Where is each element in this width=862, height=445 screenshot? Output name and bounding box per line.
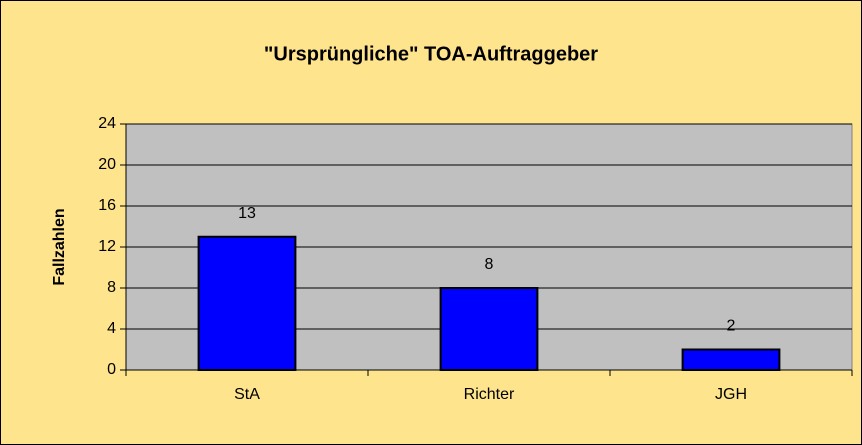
y-tick-label: 16 bbox=[98, 197, 116, 214]
y-tick-label: 24 bbox=[98, 115, 116, 132]
x-tick-label: StA bbox=[234, 386, 260, 403]
y-tick-label: 0 bbox=[107, 361, 116, 378]
y-tick-label: 8 bbox=[107, 279, 116, 296]
bar bbox=[439, 287, 539, 371]
data-label: 2 bbox=[727, 318, 736, 335]
y-tick-label: 4 bbox=[107, 320, 116, 337]
x-tick-label: JGH bbox=[715, 386, 747, 403]
y-tick-label: 20 bbox=[98, 156, 116, 173]
bar bbox=[681, 348, 781, 371]
x-tick-label: Richter bbox=[464, 386, 515, 403]
chart-title: "Ursprüngliche" TOA-Auftraggeber bbox=[264, 43, 598, 65]
bar bbox=[197, 235, 297, 371]
data-label: 8 bbox=[485, 256, 494, 273]
y-tick-label: 12 bbox=[98, 238, 116, 255]
data-label: 13 bbox=[238, 205, 256, 222]
y-axis-label: Fallzahlen bbox=[51, 208, 68, 285]
